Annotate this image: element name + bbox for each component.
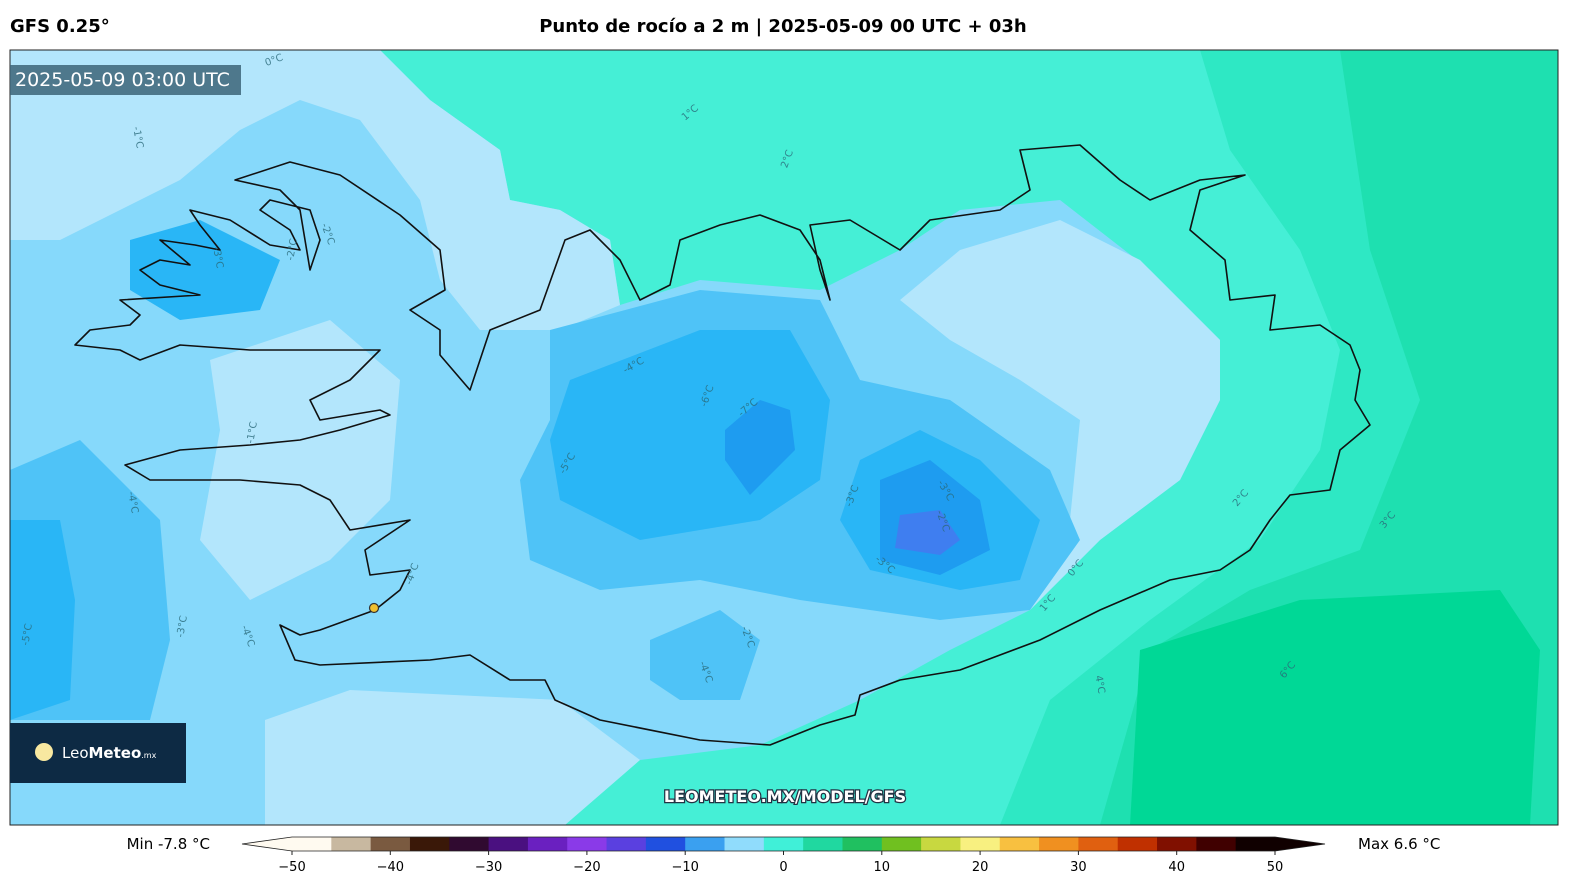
colorbar-segment xyxy=(1039,837,1079,851)
title: Punto de rocío a 2 m | 2025-05-09 00 UTC… xyxy=(539,16,1027,37)
colorbar-segment xyxy=(331,837,372,851)
contour-label: -5°C xyxy=(20,623,35,647)
colorbar-tick-label: −50 xyxy=(278,860,305,874)
colorbar-segment xyxy=(1157,837,1197,851)
colorbar-tick-label: 50 xyxy=(1267,860,1284,874)
colorbar-segment xyxy=(724,837,765,851)
colorbar-segment xyxy=(763,837,804,851)
colorbar-segment xyxy=(645,837,686,851)
colorbar-segment xyxy=(1196,837,1237,851)
colorbar-segment xyxy=(1117,837,1158,851)
contour-label: -1°C xyxy=(130,126,145,150)
max-label: Max 6.6 °C xyxy=(1358,835,1440,853)
colorbar-segment xyxy=(960,837,1001,851)
colorbar-segment xyxy=(1235,837,1276,851)
colorbar-segment xyxy=(803,837,843,851)
contour-label: -1°C xyxy=(245,421,260,445)
colorbar-tick-label: 20 xyxy=(972,860,989,874)
colorbar-tick-label: −30 xyxy=(475,860,502,874)
contour-label: -4°C xyxy=(125,491,140,515)
colorbar-segment xyxy=(567,837,608,851)
colorbar-segment xyxy=(488,837,529,851)
colorbar-tick-label: −40 xyxy=(377,860,404,874)
colorbar-segment xyxy=(921,837,961,851)
colorbar-tick-label: 30 xyxy=(1070,860,1087,874)
colorbar-segment xyxy=(292,837,332,851)
colorbar-segment xyxy=(370,837,411,851)
contour-label: 4°C xyxy=(1092,675,1106,695)
contour-label: -3°C xyxy=(175,615,190,639)
colorbar-segment xyxy=(527,837,568,851)
colorbar-segment xyxy=(685,837,726,851)
min-label: Min -7.8 °C xyxy=(127,835,210,853)
colorbar-tick-label: 40 xyxy=(1168,860,1185,874)
colorbar-tick-label: −20 xyxy=(573,860,600,874)
colorbar-tick-label: −10 xyxy=(671,860,698,874)
colorbar-segment xyxy=(449,837,490,851)
colorbar-segment xyxy=(606,837,647,851)
colorbar-extend-min xyxy=(242,837,292,851)
map: 0°C-1°C1°C2°C-2°C-3°C -2°C-1°C-4°C-3°C -4°… xyxy=(10,50,1558,825)
colorbar: −50 −40 −30 −20 −10 0 10 20 30 40 50 xyxy=(241,836,1326,875)
colorbar-tick-label: 0 xyxy=(779,860,787,874)
colorbar-tick-label: 10 xyxy=(874,860,891,874)
colorbar-segment xyxy=(842,837,883,851)
colorbar-segment xyxy=(409,837,450,851)
model-label: GFS 0.25° xyxy=(10,16,110,37)
logo-text: LeoMeteo.mx xyxy=(62,744,157,762)
contour-label: -3°C xyxy=(210,246,225,270)
watermark: LEOMETEO.MX/MODEL/GFS xyxy=(664,787,906,806)
colorbar-extend-max xyxy=(1275,837,1325,851)
timestamp: 2025-05-09 03:00 UTC xyxy=(15,69,230,91)
colorbar-segment xyxy=(1078,837,1119,851)
colorbar-segment xyxy=(999,837,1040,851)
contour-label: -2°C xyxy=(285,238,300,262)
colorbar-segment xyxy=(881,837,922,851)
